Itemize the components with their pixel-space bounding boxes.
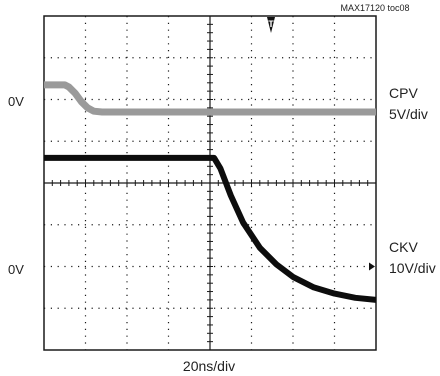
cpv-zero-level-label: 0V	[8, 94, 24, 109]
ckv-channel-scale: 10V/div	[389, 260, 436, 276]
traces	[44, 81, 377, 303]
time-base-label: 20ns/div	[183, 358, 235, 374]
trigger-marker-letter: T	[268, 19, 274, 29]
cpv-channel-name: CPV	[389, 85, 418, 101]
figure-id-label: MAX17120 toc08	[340, 3, 409, 13]
ckv-channel-name: CKV	[389, 239, 418, 255]
trigger-marker-icon	[267, 17, 275, 33]
cpv-channel-scale: 5V/div	[389, 106, 428, 122]
ckv-ground-arrow-icon	[369, 262, 375, 271]
markers: T	[267, 17, 375, 271]
cpv-trace	[44, 81, 376, 116]
ckv-zero-level-label: 0V	[8, 262, 24, 277]
graticule	[43, 15, 377, 351]
ckv-trace	[44, 154, 377, 303]
